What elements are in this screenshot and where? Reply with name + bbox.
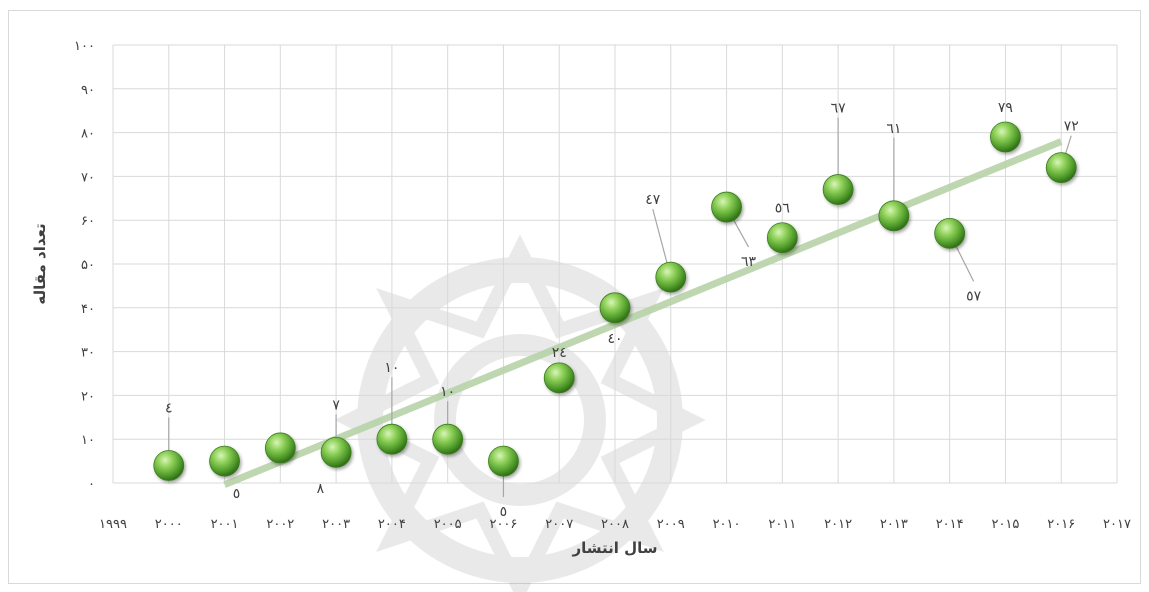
y-tick-label: ۵۰ [81, 258, 95, 273]
data-label: ٥٧ [966, 288, 982, 304]
x-tick-label: ۲۰۱۷ [1103, 517, 1131, 532]
data-label: ٦٣ [741, 254, 757, 270]
y-axis-ticks: ۰ ۱۰ ۲۰ ۳۰ ۴۰ ۵۰ ۶۰ ۷۰ ۸۰ ۹۰ ۱۰۰ [74, 39, 95, 492]
data-point [376, 423, 408, 455]
x-tick-label: ۲۰۱۲ [824, 517, 852, 532]
data-label: ٥٦ [775, 201, 790, 217]
x-tick-label: ۲۰۱۴ [936, 517, 964, 532]
y-tick-label: ۱۰۰ [74, 39, 95, 54]
data-point [209, 445, 240, 477]
data-label: ١٠ [384, 360, 399, 376]
data-point [543, 362, 575, 394]
data-point [432, 423, 464, 455]
x-tick-label: ۲۰۱۳ [880, 517, 908, 532]
data-label: ٦٧ [831, 101, 847, 117]
data-labels: ٤ ٥ ٨ ٧ ١٠ ١٠ ٥ ٢٤ ٤٠ ٤٧ ٦٣ ٥٦ ٦٧ ٦١ ٥٧ ٧٩ ٧٢ [165, 100, 1079, 520]
x-tick-label: ۲۰۰۳ [322, 517, 350, 532]
y-tick-label: ۳۰ [81, 346, 95, 361]
x-axis-title: سال انتشار [571, 539, 657, 557]
data-label: ١٠ [440, 384, 455, 400]
y-axis-title: تعداد مقاله [31, 223, 49, 304]
y-tick-label: ۶۰ [81, 214, 95, 229]
x-tick-label: ۲۰۰۰ [155, 517, 183, 532]
x-tick-label: ۲۰۰۷ [545, 517, 573, 532]
x-tick-label: ۲۰۰۴ [378, 517, 406, 532]
data-label: ٥ [500, 504, 508, 520]
y-tick-label: ۰ [88, 477, 95, 492]
y-tick-label: ۷۰ [81, 170, 95, 185]
x-tick-label: ۱۹۹۹ [99, 517, 127, 532]
data-points [153, 121, 1077, 481]
data-label: ٧٢ [1064, 119, 1079, 135]
x-axis-ticks: ۱۹۹۹ ۲۰۰۰ ۲۰۰۱ ۲۰۰۲ ۲۰۰۳ ۲۰۰۴ ۲۰۰۵ ۲۰۰۶ ۲۰۰۷ ۲۰۰۸… [99, 517, 1131, 532]
x-tick-label: ۲۰۱۰ [713, 517, 741, 532]
data-label: ٤٧ [645, 192, 661, 208]
x-tick-label: ۲۰۰۹ [657, 517, 685, 532]
x-tick-label: ۲۰۱۱ [768, 517, 796, 532]
data-point [488, 445, 519, 477]
data-point [822, 174, 854, 205]
data-label: ٢٤ [552, 345, 567, 361]
data-point [655, 261, 687, 293]
data-label: ٤ [165, 400, 173, 416]
gridlines [112, 44, 1118, 484]
x-tick-label: ۲۰۱۵ [991, 517, 1019, 532]
trendline [223, 138, 1063, 488]
data-point [766, 222, 798, 254]
data-point [1045, 152, 1077, 184]
data-point [934, 217, 966, 249]
y-tick-label: ۸۰ [81, 127, 95, 142]
data-label: ٧ [332, 397, 340, 413]
y-tick-label: ۱۰ [81, 433, 95, 448]
x-tick-label: ۲۰۰۶ [489, 517, 517, 532]
watermark-emblem [334, 234, 706, 592]
data-point [264, 432, 296, 464]
chart-frame [8, 10, 1141, 584]
data-label: ٦١ [886, 121, 901, 137]
data-point [153, 450, 185, 481]
x-tick-label: ۲۰۰۲ [266, 517, 294, 532]
data-point [990, 121, 1021, 153]
data-point [878, 200, 910, 232]
data-label: ٨ [317, 481, 325, 497]
data-point [320, 436, 352, 468]
y-tick-label: ۲۰ [81, 389, 95, 404]
trendline-line [223, 138, 1063, 488]
data-label: ٤٠ [607, 331, 622, 347]
data-label: ٥ [233, 486, 241, 502]
y-tick-label: ۹۰ [81, 83, 95, 98]
data-point [599, 292, 631, 324]
x-tick-label: ۲۰۰۸ [601, 517, 629, 532]
x-tick-label: ۲۰۰۱ [211, 517, 239, 532]
data-point [711, 191, 742, 223]
x-tick-label: ۲۰۰۵ [434, 517, 462, 532]
x-tick-label: ۲۰۱۶ [1047, 517, 1075, 532]
data-label: ٧٩ [998, 100, 1013, 116]
y-tick-label: ۴۰ [81, 302, 95, 317]
